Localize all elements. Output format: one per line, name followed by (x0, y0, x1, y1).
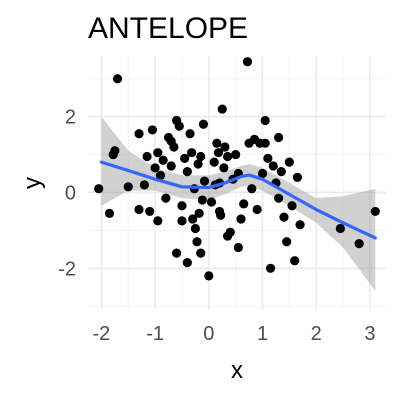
data-point (123, 182, 133, 192)
data-point (145, 206, 155, 217)
data-point (192, 237, 202, 247)
data-point (139, 180, 149, 190)
data-point (188, 214, 198, 224)
data-point (112, 74, 123, 84)
data-point (260, 115, 270, 126)
data-point (247, 184, 257, 194)
data-point (276, 167, 286, 177)
data-point (252, 204, 262, 215)
data-point (199, 176, 210, 186)
data-point (290, 256, 300, 266)
data-point (177, 216, 187, 226)
data-point (279, 212, 289, 222)
x-tick-label: -2 (93, 323, 111, 345)
y-tick-label: 0 (65, 182, 76, 204)
data-point (213, 148, 224, 158)
data-point (223, 231, 233, 241)
data-point (187, 148, 197, 158)
data-point (153, 216, 163, 226)
data-point (239, 199, 249, 209)
x-tick-label: 1 (257, 323, 268, 345)
data-point (282, 237, 292, 247)
x-tick-label: 2 (311, 323, 322, 345)
data-point (292, 172, 303, 182)
data-point (104, 208, 115, 218)
data-point (257, 168, 268, 179)
data-point (161, 193, 171, 203)
data-point (142, 151, 152, 162)
data-point (217, 104, 227, 114)
data-point (166, 136, 176, 146)
data-point (284, 157, 294, 167)
data-point (171, 248, 182, 258)
x-tick-label: 3 (364, 323, 375, 345)
data-point (287, 201, 297, 211)
y-tick-label: -2 (58, 258, 76, 280)
data-point (166, 161, 176, 171)
smooth-line (99, 160, 377, 240)
data-point (134, 204, 144, 215)
data-point (260, 138, 270, 148)
data-point (220, 142, 230, 152)
data-point (233, 242, 243, 253)
data-point (212, 138, 222, 148)
data-point (198, 119, 209, 129)
y-axis-label: y (19, 177, 46, 189)
data-point (354, 239, 364, 249)
x-tick-label: -1 (146, 323, 164, 345)
data-point (223, 151, 233, 162)
data-point (158, 155, 168, 165)
data-point (265, 263, 276, 273)
data-point (134, 129, 144, 139)
confidence-band (101, 116, 376, 292)
data-point (274, 132, 284, 143)
data-point (174, 121, 184, 131)
data-point (242, 57, 253, 67)
x-tick-label: 0 (203, 323, 214, 345)
data-point (335, 223, 345, 234)
x-axis-label: x (231, 357, 243, 384)
data-point (263, 153, 273, 163)
data-point (185, 129, 195, 139)
data-point (231, 149, 241, 160)
data-point (153, 148, 163, 158)
data-point (193, 159, 203, 169)
data-point (219, 163, 229, 173)
data-point (182, 167, 192, 177)
data-point (274, 193, 284, 203)
y-tick-label: 2 (65, 107, 76, 129)
data-point (236, 214, 246, 224)
data-point (196, 248, 206, 258)
data-point (110, 146, 120, 156)
data-point (209, 157, 219, 167)
data-point (194, 208, 204, 218)
data-point (206, 197, 217, 207)
data-point (216, 210, 226, 220)
data-point (94, 184, 104, 194)
data-point (190, 223, 200, 234)
data-point (177, 201, 187, 211)
data-point (268, 161, 278, 171)
data-point (196, 151, 206, 162)
data-point (180, 153, 190, 163)
data-point (197, 195, 207, 205)
data-point (295, 220, 305, 230)
data-point (370, 206, 380, 217)
data-point (147, 125, 158, 135)
data-point (150, 163, 160, 173)
chart-title: ANTELOPE (88, 12, 249, 45)
data-point (182, 258, 192, 268)
data-point (155, 170, 166, 181)
data-point (204, 271, 214, 281)
